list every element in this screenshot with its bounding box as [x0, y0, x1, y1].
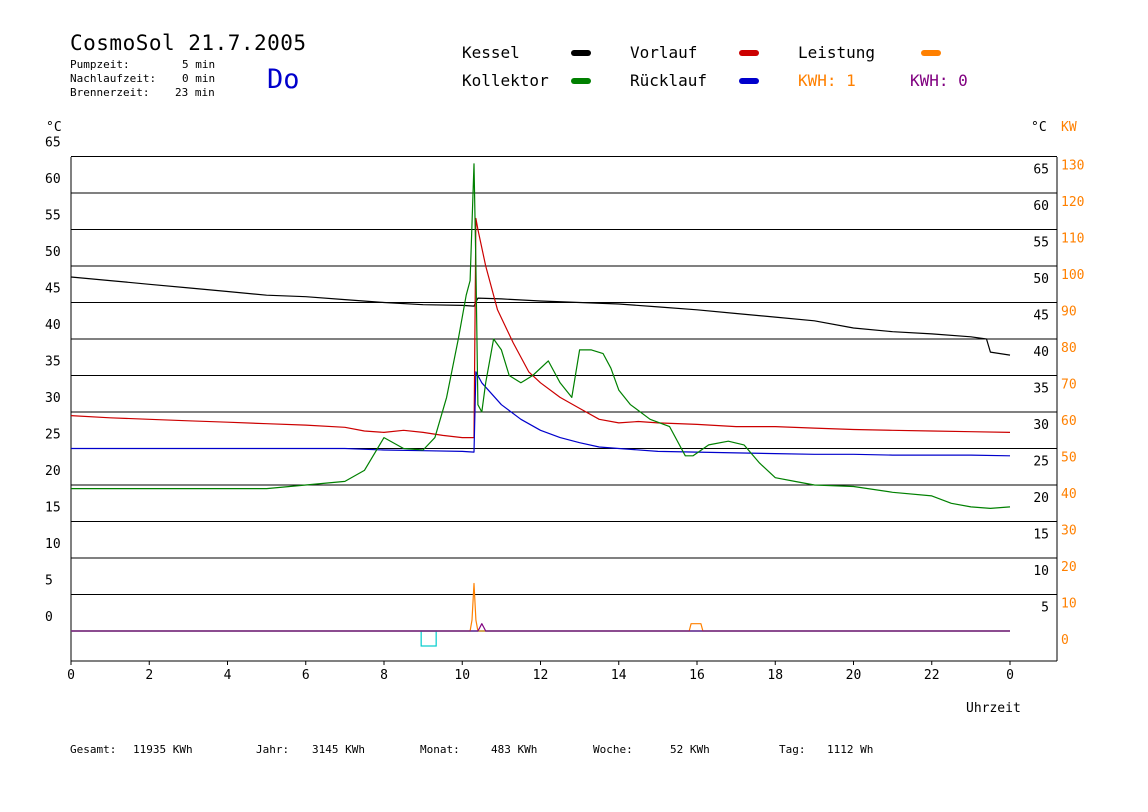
y-tick-label-right-c: 20 — [1033, 491, 1049, 506]
y-tick-label-right-c: 5 — [1041, 601, 1049, 616]
y-tick-label-right-c: 30 — [1033, 418, 1049, 433]
right-axis-unit-c: °C — [1031, 120, 1047, 135]
y-tick-label-right-kw: 80 — [1061, 341, 1077, 356]
y-tick-label-right-c: 40 — [1033, 345, 1049, 360]
legend-ruecklauf-label: Rücklauf — [630, 71, 708, 90]
right-axis-unit-kw: KW — [1061, 120, 1077, 135]
y-tick-label-left: 60 — [45, 172, 61, 187]
series-line-leistung — [71, 582, 1010, 632]
x-tick-label: 18 — [767, 668, 783, 683]
legend-kessel-swatch — [571, 50, 591, 56]
nachlaufzeit-value: 0 min — [182, 72, 216, 85]
y-tick-label-right-kw: 20 — [1061, 560, 1077, 575]
series-line-kollektor — [71, 163, 1011, 509]
y-tick-label-right-kw: 70 — [1061, 378, 1077, 393]
y-tick-label-right-kw: 0 — [1061, 633, 1069, 648]
legend-kollektor-label: Kollektor — [462, 71, 549, 90]
y-tick-label-right-c: 45 — [1033, 309, 1049, 324]
y-tick-label-right-c: 65 — [1033, 163, 1049, 178]
chart-title: CosmoSol 21.7.2005 — [70, 31, 307, 55]
x-tick-label: 8 — [380, 668, 388, 683]
tag-value: 1112 Wh — [827, 743, 874, 756]
x-tick-label: 4 — [224, 668, 232, 683]
weekday-label: Do — [267, 64, 300, 95]
legend-kwh0-label: KWH: 0 — [910, 71, 968, 90]
tag-label: Tag: — [779, 743, 806, 756]
y-tick-label-left: 30 — [45, 391, 61, 406]
jahr-value: 3145 KWh — [312, 743, 365, 756]
legend-kollektor-swatch — [571, 78, 591, 84]
series-line-vorlauf — [70, 217, 1011, 439]
x-tick-label: 0 — [67, 668, 75, 683]
y-tick-label-right-kw: 40 — [1061, 487, 1077, 502]
series-line-kwh-0 — [71, 623, 1010, 632]
monat-value: 483 KWh — [491, 743, 538, 756]
x-tick-label: 6 — [302, 668, 310, 683]
gesamt-value: 11935 KWh — [133, 743, 193, 756]
x-tick-label: 16 — [689, 668, 705, 683]
x-tick-label: 14 — [611, 668, 627, 683]
y-tick-label-left: 50 — [45, 245, 61, 260]
y-tick-label-left: 25 — [45, 428, 61, 443]
x-axis-label: Uhrzeit — [966, 701, 1021, 716]
woche-value: 52 KWh — [670, 743, 710, 756]
x-tick-label: 2 — [145, 668, 153, 683]
legend-leistung-swatch — [921, 50, 941, 56]
y-tick-label-left: 55 — [45, 209, 61, 224]
y-tick-label-left: 35 — [45, 355, 61, 370]
x-tick-label: 10 — [454, 668, 470, 683]
y-tick-label-left: 45 — [45, 282, 61, 297]
y-tick-label-right-kw: 100 — [1061, 268, 1084, 283]
series-line-kessel — [70, 276, 1011, 356]
legend-leistung-label: Leistung — [798, 43, 876, 62]
y-tick-label-left: 0 — [45, 610, 53, 625]
y-tick-label-right-kw: 30 — [1061, 524, 1077, 539]
legend-kwh1-label: KWH: 1 — [798, 71, 856, 90]
legend-ruecklauf-swatch — [739, 78, 759, 84]
y-tick-label-right-c: 15 — [1033, 528, 1049, 543]
y-tick-label-right-c: 35 — [1033, 382, 1049, 397]
legend-kessel-label: Kessel — [462, 43, 520, 62]
jahr-label: Jahr: — [256, 743, 290, 756]
y-tick-label-left: 65 — [45, 136, 61, 151]
gesamt-label: Gesamt: — [70, 743, 117, 756]
y-tick-label-left: 40 — [45, 318, 61, 333]
y-tick-label-right-c: 10 — [1033, 564, 1049, 579]
y-tick-label-left: 10 — [45, 537, 61, 552]
monat-label: Monat: — [420, 743, 460, 756]
y-tick-label-right-kw: 110 — [1061, 232, 1084, 247]
y-tick-label-right-c: 60 — [1033, 199, 1049, 214]
legend-vorlauf-label: Vorlauf — [630, 43, 698, 62]
y-tick-label-right-kw: 50 — [1061, 451, 1077, 466]
brennerzeit-value: 23 min — [175, 86, 215, 99]
y-tick-label-right-c: 55 — [1033, 236, 1049, 251]
brennerzeit-label: Brennerzeit: — [70, 86, 150, 99]
y-tick-label-left: 15 — [45, 501, 61, 516]
x-tick-label: 12 — [533, 668, 549, 683]
y-tick-label-right-c: 50 — [1033, 272, 1049, 287]
pumpzeit-label: Pumpzeit: — [70, 58, 130, 71]
legend-vorlauf-swatch — [739, 50, 759, 56]
y-tick-label-right-kw: 60 — [1061, 414, 1077, 429]
x-tick-label: 22 — [924, 668, 940, 683]
y-tick-label-right-kw: 10 — [1061, 597, 1077, 612]
x-tick-label: 0 — [1006, 668, 1014, 683]
y-tick-label-left: 5 — [45, 574, 53, 589]
series-line-rücklauf — [71, 371, 1011, 457]
woche-label: Woche: — [593, 743, 633, 756]
left-axis-unit: °C — [46, 120, 62, 135]
y-tick-label-right-kw: 90 — [1061, 305, 1077, 320]
pumpzeit-value: 5 min — [182, 58, 216, 71]
y-tick-label-right-c: 25 — [1033, 455, 1049, 470]
x-tick-label: 20 — [846, 668, 862, 683]
pump-status-box — [420, 630, 437, 647]
y-tick-label-left: 20 — [45, 464, 61, 479]
y-tick-label-right-kw: 130 — [1061, 159, 1084, 174]
y-tick-label-right-kw: 120 — [1061, 195, 1084, 210]
nachlaufzeit-label: Nachlaufzeit: — [70, 72, 157, 85]
